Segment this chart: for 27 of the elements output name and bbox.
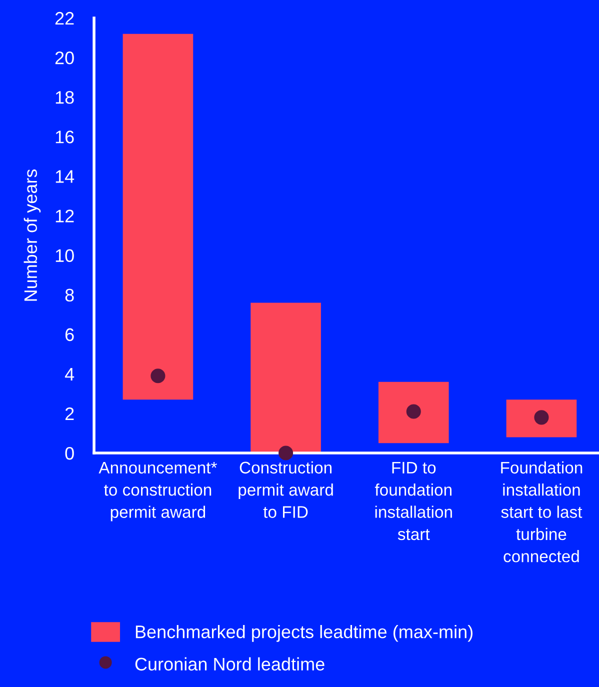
bar [122,34,194,400]
bar [250,302,321,454]
point [278,446,294,460]
y-tick-label: 0 [65,446,74,460]
y-tick-label: 6 [65,328,74,342]
y-tick-label: 10 [56,249,74,262]
bar [506,400,577,438]
y-axis-title: Number of years [24,169,41,301]
y-tick-label: 18 [56,91,74,104]
x-tick-label: Announcement* to construction permit award [98,462,218,522]
y-tick-label: 2 [65,407,74,420]
point [406,404,421,419]
x-tick-label: Construction permit award to FID [238,461,333,518]
y-tick-label: 20 [55,51,74,64]
y-tick-label: 16 [56,130,74,144]
point [534,410,549,425]
point [150,368,166,384]
bar [378,382,449,444]
x-tick-label: FID to foundation installation start [374,462,452,540]
y-tick-label: 4 [64,368,74,380]
y-tick-label: 14 [56,170,74,183]
legend-label: Benchmarked projects leadtime (max-min) [136,624,472,642]
y-tick-label: 22 [55,12,74,25]
x-tick-label: Foundation installation start to last turbine connected [501,461,582,562]
y-tick-label: 8 [65,288,74,302]
y-tick-label: 12 [56,210,74,222]
legend-label: Curonian Nord leadtime [135,657,324,671]
